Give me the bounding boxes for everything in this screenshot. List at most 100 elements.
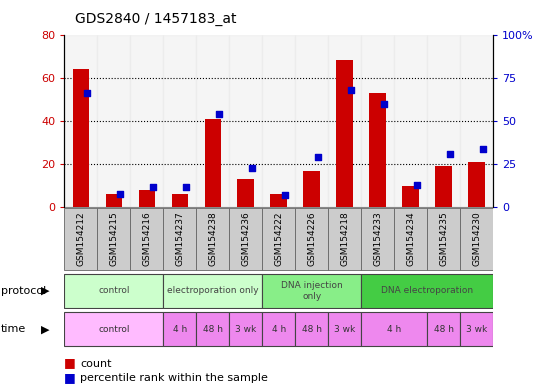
Point: [215, 111, 224, 117]
Text: GSM154234: GSM154234: [406, 212, 415, 266]
FancyBboxPatch shape: [328, 208, 361, 270]
FancyBboxPatch shape: [295, 208, 328, 270]
Text: GSM154222: GSM154222: [274, 212, 283, 266]
Text: GSM154218: GSM154218: [340, 212, 349, 266]
Text: protocol: protocol: [1, 286, 46, 296]
Text: 3 wk: 3 wk: [235, 325, 256, 334]
Point: [83, 90, 92, 96]
Text: control: control: [98, 286, 130, 295]
Bar: [106, 194, 122, 207]
Point: [479, 146, 488, 152]
Text: GSM154235: GSM154235: [439, 212, 448, 266]
Bar: [262, 35, 295, 207]
FancyBboxPatch shape: [163, 208, 196, 270]
Bar: [196, 35, 229, 207]
FancyBboxPatch shape: [361, 312, 427, 346]
Point: [446, 151, 455, 157]
Point: [347, 87, 355, 93]
Bar: [163, 35, 196, 207]
FancyBboxPatch shape: [196, 208, 229, 270]
Point: [116, 190, 125, 197]
Text: GSM154226: GSM154226: [307, 212, 316, 266]
Bar: [460, 35, 493, 207]
Text: ▶: ▶: [41, 286, 50, 296]
FancyBboxPatch shape: [229, 312, 262, 346]
Bar: [361, 35, 394, 207]
Text: percentile rank within the sample: percentile rank within the sample: [80, 373, 269, 383]
FancyBboxPatch shape: [229, 208, 262, 270]
FancyBboxPatch shape: [163, 312, 196, 346]
Text: time: time: [1, 324, 26, 334]
Text: 4 h: 4 h: [173, 325, 187, 334]
Point: [248, 164, 257, 170]
Text: DNA electroporation: DNA electroporation: [381, 286, 473, 295]
Bar: [98, 35, 130, 207]
Bar: [130, 35, 163, 207]
Bar: [394, 35, 427, 207]
Bar: [328, 35, 361, 207]
Text: 48 h: 48 h: [434, 325, 453, 334]
Bar: [337, 61, 353, 207]
FancyBboxPatch shape: [328, 312, 361, 346]
Bar: [72, 69, 89, 207]
Text: GSM154212: GSM154212: [76, 212, 85, 266]
FancyBboxPatch shape: [64, 274, 163, 308]
FancyBboxPatch shape: [64, 312, 163, 346]
FancyBboxPatch shape: [163, 274, 262, 308]
Text: 3 wk: 3 wk: [466, 325, 487, 334]
FancyBboxPatch shape: [394, 208, 427, 270]
Bar: [64, 35, 98, 207]
FancyBboxPatch shape: [361, 274, 493, 308]
Bar: [427, 35, 460, 207]
Text: GSM154216: GSM154216: [142, 212, 151, 266]
Text: control: control: [98, 325, 130, 334]
Bar: [237, 179, 254, 207]
Text: 48 h: 48 h: [203, 325, 223, 334]
Point: [413, 182, 421, 188]
Bar: [138, 190, 155, 207]
FancyBboxPatch shape: [427, 312, 460, 346]
Bar: [468, 162, 485, 207]
Text: ■: ■: [64, 356, 76, 369]
Text: GSM154230: GSM154230: [472, 212, 481, 266]
Bar: [271, 194, 287, 207]
Bar: [295, 35, 328, 207]
Text: ▶: ▶: [41, 324, 50, 334]
FancyBboxPatch shape: [427, 208, 460, 270]
FancyBboxPatch shape: [262, 208, 295, 270]
Text: GSM154238: GSM154238: [209, 212, 217, 266]
Bar: [205, 119, 221, 207]
Point: [314, 154, 323, 161]
Text: ■: ■: [64, 371, 76, 384]
Text: count: count: [80, 359, 112, 369]
Text: GSM154236: GSM154236: [241, 212, 250, 266]
FancyBboxPatch shape: [361, 208, 394, 270]
Bar: [229, 35, 262, 207]
FancyBboxPatch shape: [130, 208, 163, 270]
Point: [182, 184, 191, 190]
Bar: [303, 170, 320, 207]
FancyBboxPatch shape: [262, 274, 361, 308]
Point: [149, 184, 158, 190]
Point: [380, 101, 389, 107]
FancyBboxPatch shape: [64, 208, 98, 270]
Text: 48 h: 48 h: [302, 325, 322, 334]
Bar: [172, 194, 188, 207]
Text: GDS2840 / 1457183_at: GDS2840 / 1457183_at: [75, 12, 236, 25]
Text: DNA injection
only: DNA injection only: [281, 281, 343, 301]
Bar: [369, 93, 386, 207]
FancyBboxPatch shape: [262, 312, 295, 346]
Text: 4 h: 4 h: [272, 325, 286, 334]
FancyBboxPatch shape: [460, 312, 493, 346]
Bar: [435, 166, 452, 207]
Point: [281, 192, 289, 198]
Bar: [403, 186, 419, 207]
Text: 4 h: 4 h: [387, 325, 401, 334]
Text: GSM154233: GSM154233: [373, 212, 382, 266]
Text: electroporation only: electroporation only: [167, 286, 258, 295]
Text: 3 wk: 3 wk: [334, 325, 355, 334]
FancyBboxPatch shape: [295, 312, 328, 346]
FancyBboxPatch shape: [196, 312, 229, 346]
FancyBboxPatch shape: [460, 208, 493, 270]
FancyBboxPatch shape: [98, 208, 130, 270]
